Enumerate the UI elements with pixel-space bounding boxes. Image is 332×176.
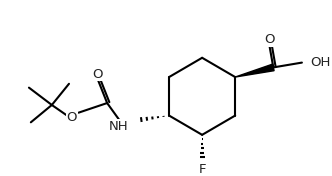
Text: NH: NH <box>109 120 128 133</box>
Polygon shape <box>235 64 274 77</box>
Text: OH: OH <box>310 56 331 69</box>
Text: O: O <box>264 33 275 46</box>
Text: F: F <box>199 163 206 176</box>
Text: O: O <box>92 68 103 81</box>
Text: O: O <box>67 111 77 124</box>
